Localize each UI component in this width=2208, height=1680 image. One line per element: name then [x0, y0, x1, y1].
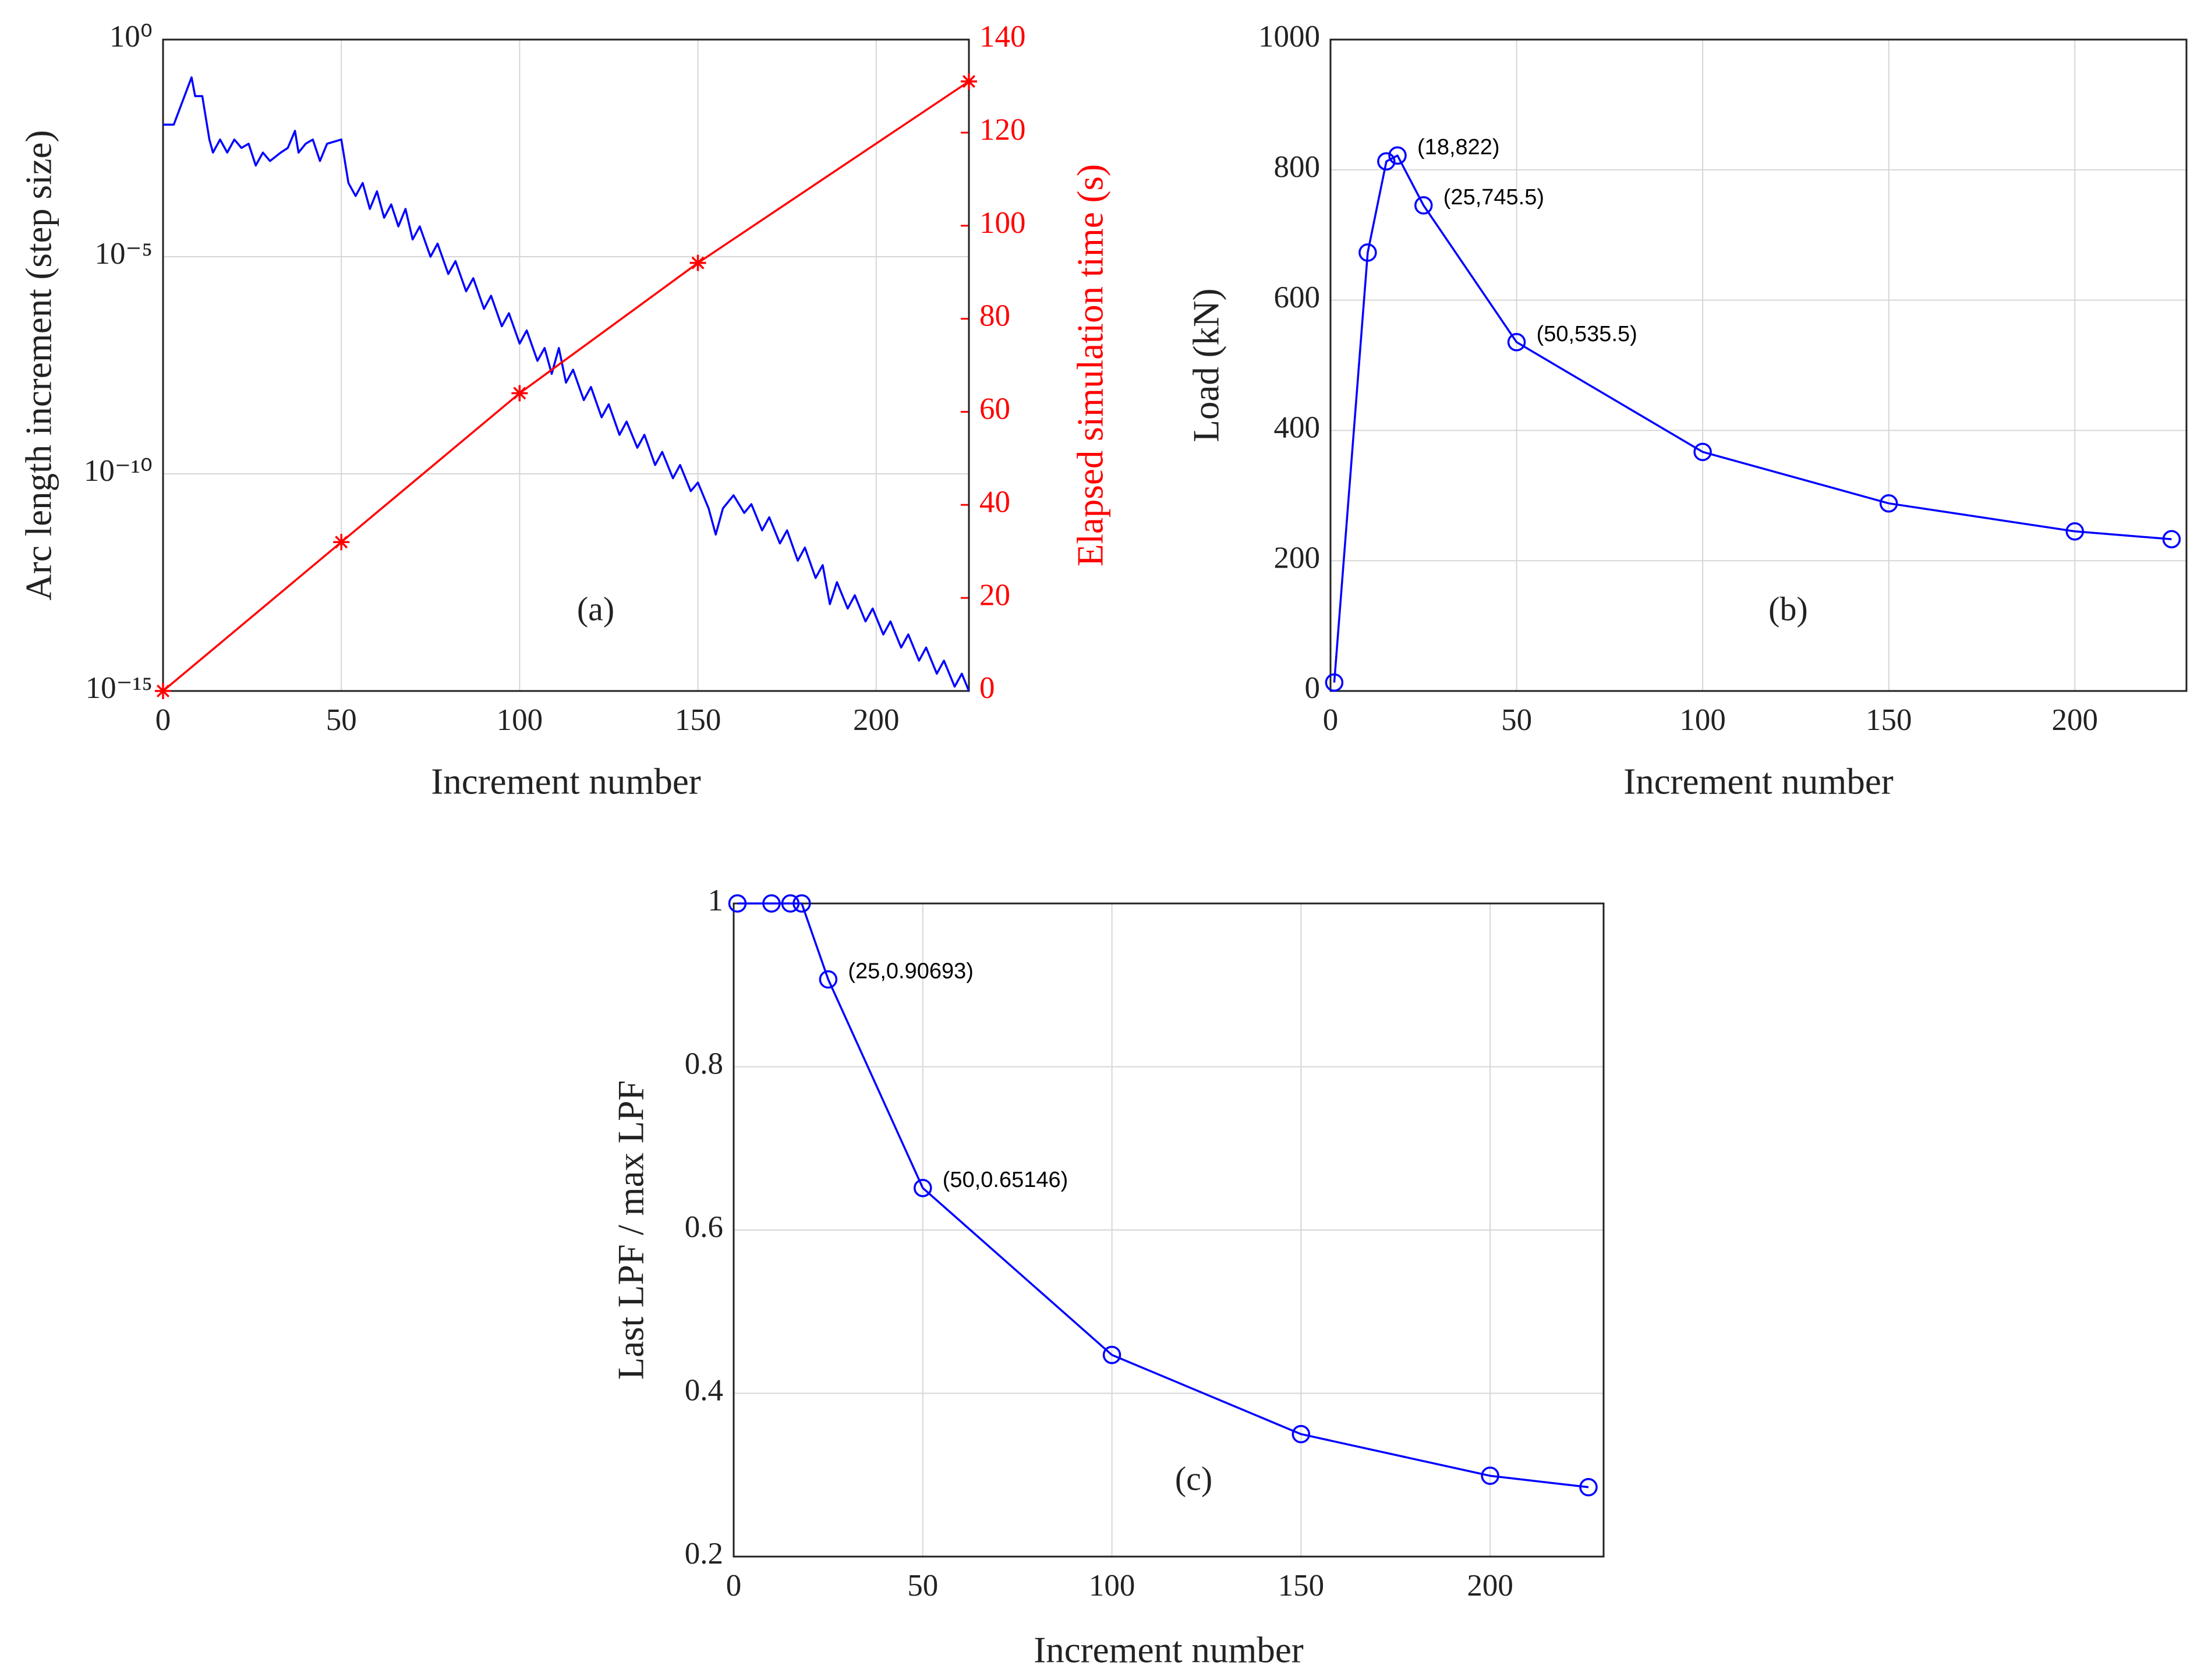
data-point — [333, 534, 350, 551]
x-tick-label: 100 — [1679, 703, 1726, 737]
y-axis-label: Load (kN) — [1186, 288, 1226, 442]
x-tick-label: 0 — [726, 1569, 742, 1603]
y-tick-label: 200 — [1274, 541, 1321, 575]
x-tick-label: 200 — [2052, 703, 2099, 737]
y2-tick-label: 0 — [979, 671, 995, 705]
value-label: (18,822) — [1417, 135, 1500, 160]
y2-tick-label: 60 — [979, 392, 1010, 426]
data-point — [1507, 333, 1526, 352]
y-tick-label: 10⁻⁵ — [95, 237, 153, 271]
y-tick-label: 0.4 — [685, 1374, 723, 1408]
data-point — [781, 894, 800, 913]
y-tick-label: 800 — [1274, 150, 1321, 184]
data-point — [2162, 530, 2181, 549]
y-tick-label: 0.2 — [685, 1537, 723, 1571]
value-label: (50,535.5) — [1537, 322, 1637, 346]
panel-label: (b) — [1768, 590, 1808, 628]
y-tick-label: 1000 — [1258, 20, 1320, 54]
x-axis-label: Increment number — [1623, 761, 1894, 802]
y-axis-label: Arc length increment (step size) — [18, 130, 59, 600]
value-label: (25,745.5) — [1443, 185, 1544, 210]
data-point — [1481, 1466, 1499, 1485]
y2-tick-label: 20 — [979, 578, 1010, 612]
data-line — [737, 902, 1589, 1488]
y-tick-label: 10⁻¹⁰ — [84, 454, 153, 488]
axes-box — [1329, 38, 2188, 692]
x-tick-label: 50 — [1501, 703, 1532, 737]
x-tick-label: 150 — [1278, 1569, 1325, 1603]
axes-box — [733, 902, 1605, 1558]
y-tick-label: 400 — [1274, 411, 1321, 445]
panel-label: (a) — [577, 590, 614, 628]
x-tick-label: 0 — [155, 703, 171, 737]
y2-tick-label: 40 — [979, 485, 1010, 519]
data-point — [1414, 196, 1433, 215]
data-point — [961, 73, 977, 90]
x-tick-label: 150 — [675, 703, 721, 737]
y-axis-label: Last LPF / max LPF — [610, 1080, 651, 1380]
y2-tick-label: 140 — [979, 20, 1026, 54]
x-tick-label: 100 — [497, 703, 543, 737]
y2-tick-label: 100 — [979, 206, 1026, 240]
y-tick-label: 0.6 — [685, 1210, 723, 1244]
y-tick-label: 10⁰ — [109, 20, 153, 54]
x-tick-label: 50 — [907, 1569, 938, 1603]
data-point — [1102, 1345, 1121, 1364]
x-tick-label: 200 — [1467, 1569, 1513, 1603]
y-tick-label: 600 — [1274, 281, 1321, 314]
x-axis-label: Increment number — [431, 761, 701, 802]
data-point — [1377, 152, 1396, 171]
data-point — [1388, 146, 1407, 165]
data-point — [819, 970, 838, 989]
x-tick-label: 100 — [1089, 1569, 1135, 1603]
data-point — [914, 1179, 932, 1197]
value-label: (50,0.65146) — [943, 1168, 1068, 1192]
x-tick-label: 200 — [853, 703, 900, 737]
data-line — [1333, 154, 2172, 683]
data-point — [1579, 1478, 1598, 1497]
data-point — [689, 254, 706, 271]
panel-label: (c) — [1175, 1459, 1212, 1497]
data-point — [155, 683, 171, 699]
y-tick-label: 0 — [1305, 671, 1321, 705]
y-tick-label: 0.8 — [685, 1047, 723, 1081]
data-point — [1879, 494, 1898, 513]
data-point — [511, 385, 528, 402]
data-point — [1693, 442, 1712, 462]
y2-tick-label: 80 — [979, 299, 1010, 333]
y-tick-label: 1 — [708, 884, 724, 917]
value-label: (25,0.90693) — [848, 959, 974, 984]
data-point — [762, 894, 781, 913]
y-tick-label: 10⁻¹⁵ — [86, 671, 153, 705]
axes-box — [162, 38, 970, 692]
data-line — [162, 80, 969, 692]
x-axis-label: Increment number — [1034, 1629, 1304, 1670]
data-point — [2065, 522, 2085, 541]
y2-axis-label: Elapsed simulation time (s) — [1070, 164, 1110, 566]
data-point — [728, 894, 747, 913]
data-point — [792, 894, 811, 913]
x-tick-label: 0 — [1323, 703, 1339, 737]
data-line — [163, 76, 970, 692]
data-point — [1325, 673, 1344, 692]
x-tick-label: 150 — [1866, 703, 1912, 737]
data-point — [1358, 243, 1377, 262]
y2-tick-label: 120 — [979, 113, 1026, 147]
data-point — [1291, 1424, 1311, 1444]
x-tick-label: 50 — [326, 703, 357, 737]
